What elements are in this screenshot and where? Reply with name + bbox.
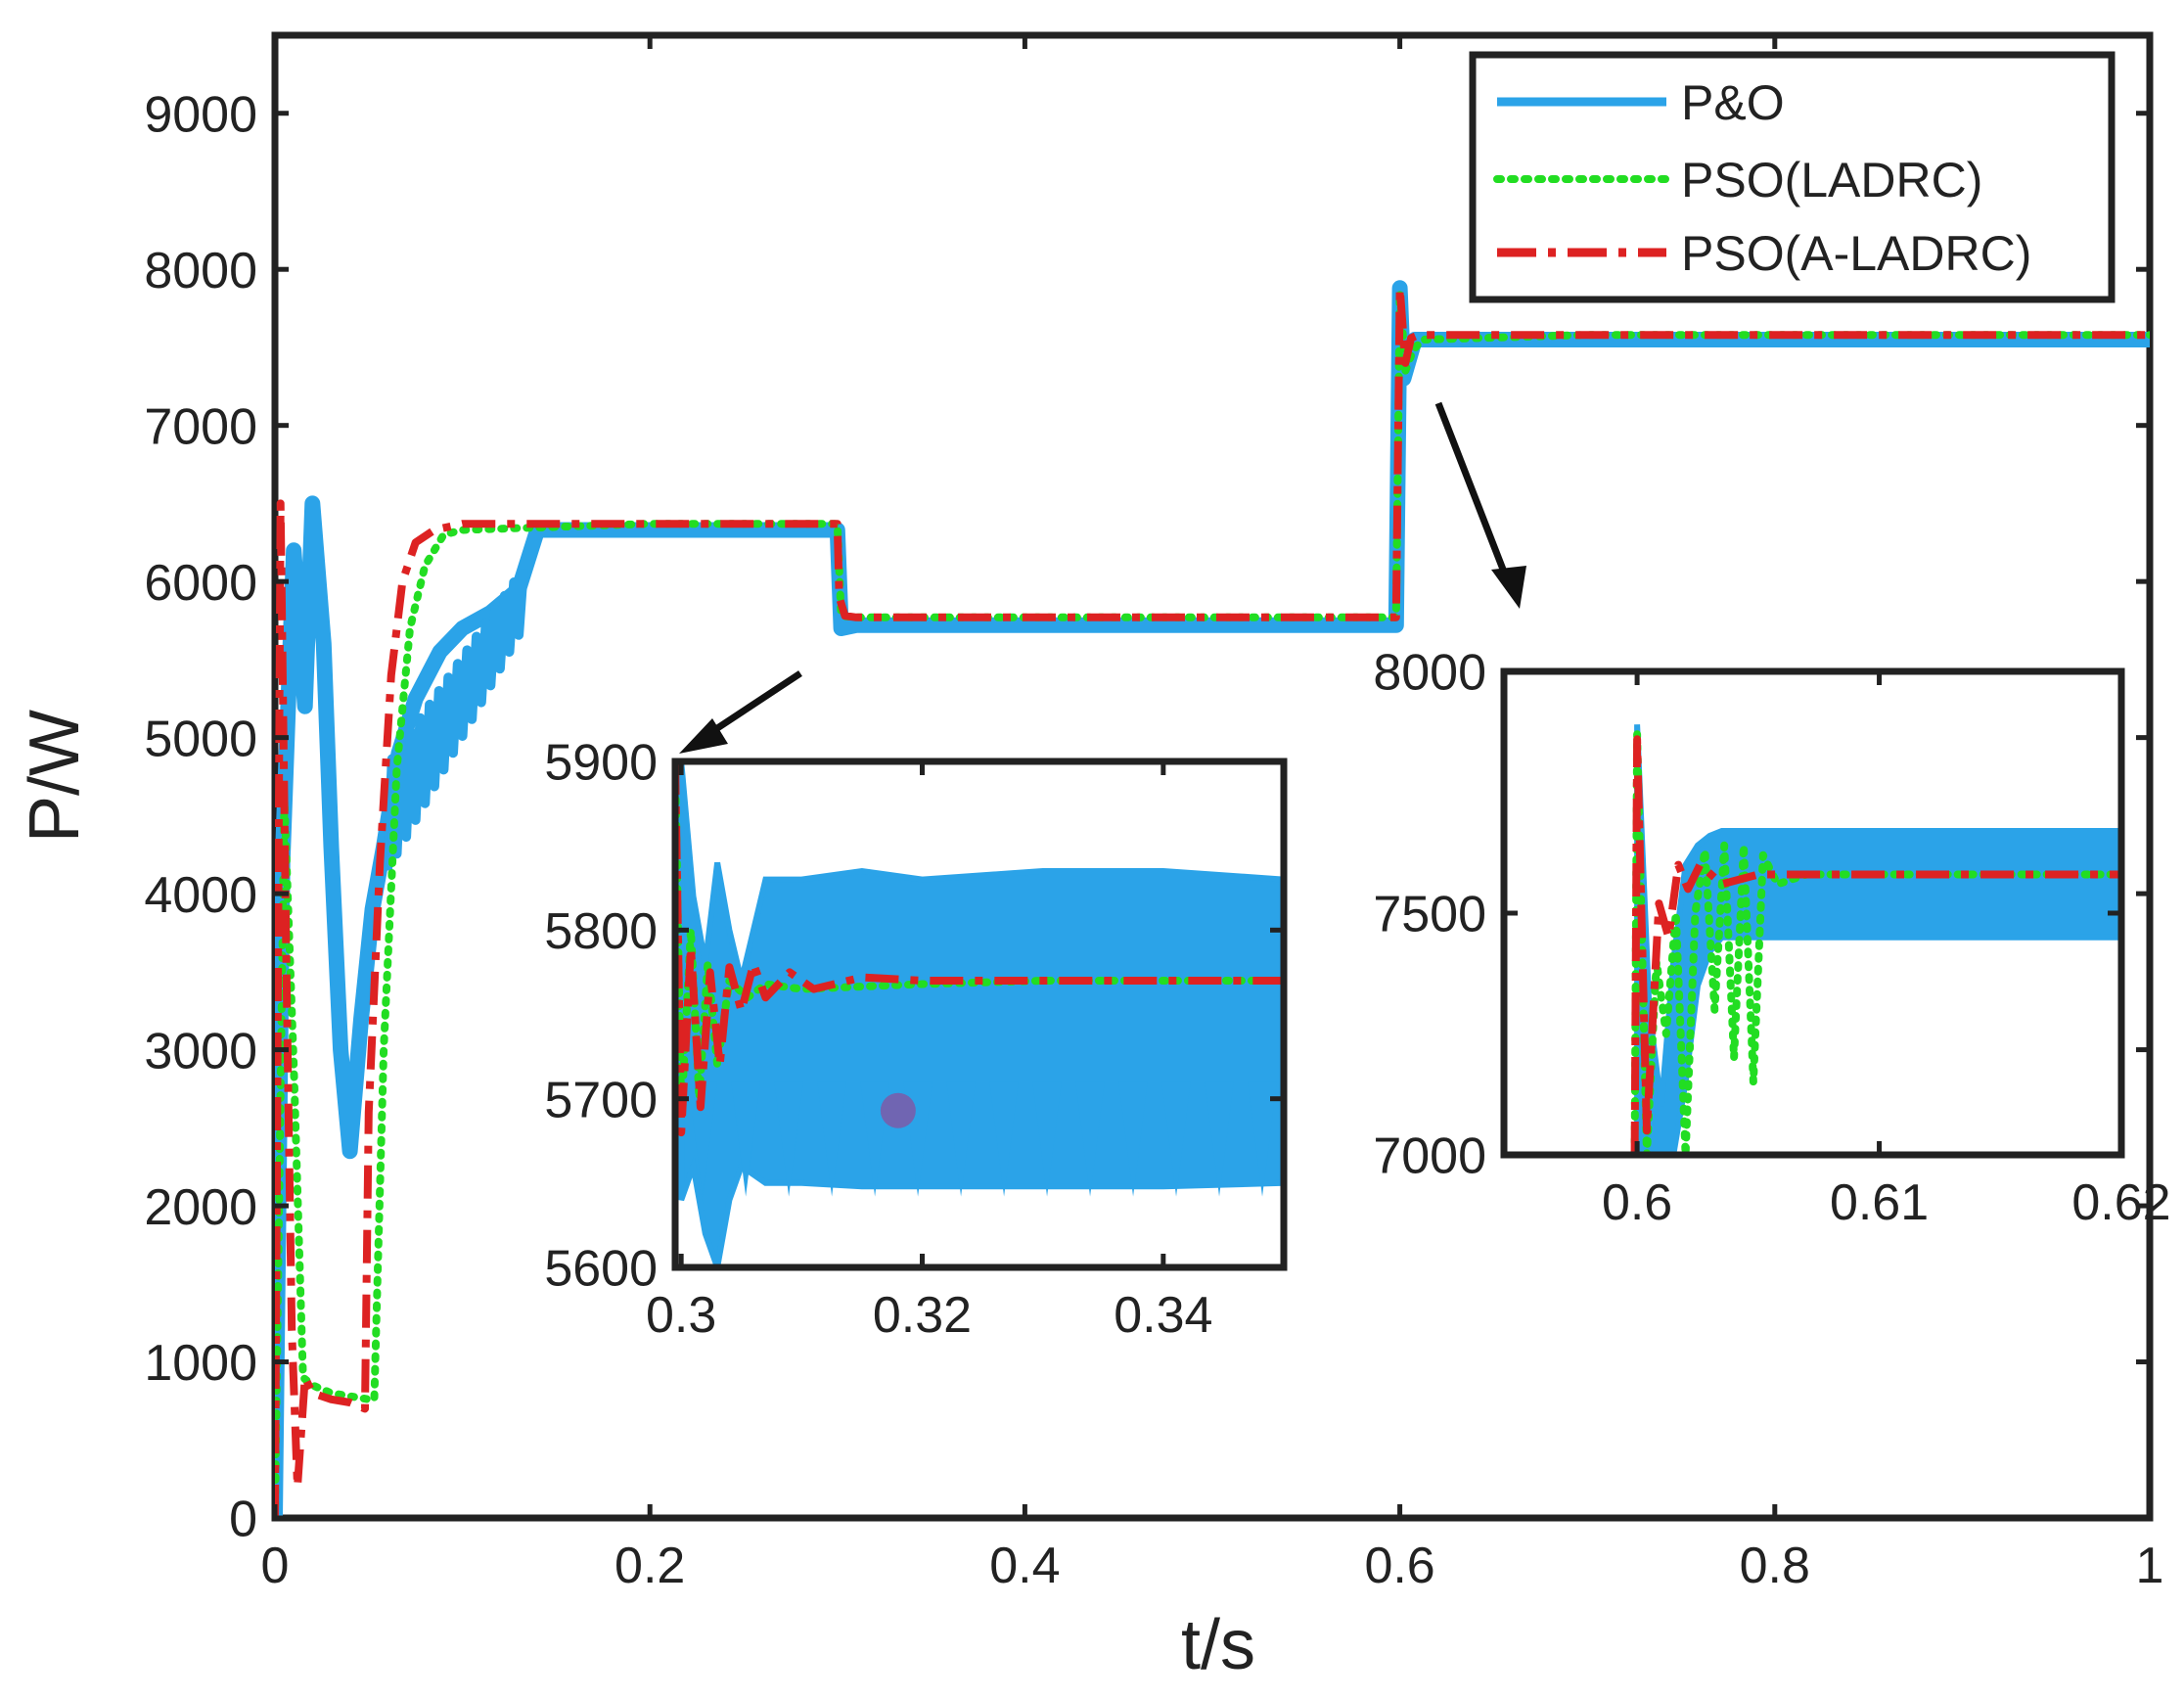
inset-1-line-pso-aladrc	[675, 761, 1284, 1137]
inset-2-ytick-label: 8000	[1373, 645, 1486, 702]
inset-1-xtick-label: 0.34	[1114, 1287, 1212, 1344]
inset-1-po-dip	[688, 1081, 717, 1197]
main-ytick-label: 1000	[144, 1335, 257, 1392]
inset-1-po-dip	[989, 1081, 1019, 1197]
main-plot-frame	[271, 31, 2154, 1522]
main-ytick-label: 7000	[144, 398, 257, 455]
inset-zoom-0.3: 0.3 0.32 0.34 5600 5700 5800 5900	[544, 735, 1288, 1344]
main-ytick-label: 5000	[144, 711, 257, 767]
inset-1-marker	[880, 1092, 916, 1128]
main-ytick-label: 9000	[144, 86, 257, 143]
arrow-to-inset-2	[1434, 401, 1511, 581]
inset-1-po-dip	[1032, 1081, 1062, 1197]
legend-label-pso-aladrc: PSO(A-LADRC)	[1681, 226, 2031, 281]
callout-arrows	[679, 401, 1526, 754]
inset-1-ytick-label: 5900	[544, 735, 658, 792]
inset-1-frame	[671, 758, 1288, 1271]
inset-1-po-dip	[1118, 1081, 1148, 1197]
main-ytick-label: 6000	[144, 555, 257, 612]
inset-1-ytick-label: 5800	[544, 903, 658, 960]
main-xtick-label: 0.8	[1740, 1538, 1810, 1594]
inset-2-xtick-label: 0.61	[1830, 1174, 1929, 1231]
arrowhead-inset-1	[679, 718, 728, 754]
inset-1-po-dip	[946, 1081, 976, 1197]
legend-label-po: P&O	[1681, 75, 1785, 130]
main-xtick-label: 0.2	[614, 1538, 685, 1594]
inset-2-ytick-label: 7000	[1373, 1128, 1486, 1185]
inset-2-xtick-label: 0.6	[1602, 1174, 1672, 1231]
line-po-ripple	[383, 568, 528, 871]
inset-1-po-dip	[817, 1081, 846, 1197]
inset-2-line-pso-aladrc	[1630, 735, 2121, 1155]
y-axis-label: P/W	[16, 710, 94, 843]
legend-label-pso-ladrc: PSO(LADRC)	[1681, 153, 1982, 207]
inset-1-po-dip	[1075, 1081, 1105, 1197]
main-ytick-label: 8000	[144, 243, 257, 299]
main-ytick-label: 0	[229, 1492, 257, 1548]
inset-1-po-dip	[731, 1081, 760, 1197]
x-axis-label: t/s	[1181, 1606, 1255, 1684]
inset-1-ytick-label: 5600	[544, 1241, 658, 1298]
legend: P&O PSO(LADRC) PSO(A-LADRC)	[1469, 51, 2116, 303]
arrowhead-inset-2	[1491, 566, 1526, 609]
main-ytick-label: 4000	[144, 867, 257, 924]
main-ytick-label: 2000	[144, 1179, 257, 1236]
inset-1-po-dip	[1205, 1081, 1234, 1197]
main-xtick-label: 1	[2136, 1538, 2164, 1594]
inset-1-po-dip	[1248, 1081, 1277, 1197]
inset-2-xtick-label: 0.62	[2071, 1174, 2170, 1231]
inset-zoom-0.6: 0.6 0.61 0.62 7000 7500 8000	[1373, 645, 2170, 1231]
main-xtick-label: 0.6	[1364, 1538, 1434, 1594]
main-xtick-label: 0	[261, 1538, 290, 1594]
arrow-to-inset-1	[701, 670, 802, 741]
inset-1-po-dip	[1161, 1081, 1191, 1197]
inset-1-xtick-label: 0.32	[873, 1287, 972, 1344]
inset-1-ytick-label: 5700	[544, 1072, 658, 1128]
inset-1-xtick-label: 0.3	[646, 1287, 716, 1344]
main-ytick-label: 3000	[144, 1023, 257, 1080]
main-plot-area: 0 0.2 0.4 0.6 0.8 1 0 1000 2000 3000 4000 5000 6000 7…	[144, 31, 2164, 1594]
inset-1-po-dip	[774, 1081, 803, 1197]
inset-2-ytick-label: 7500	[1373, 887, 1486, 943]
line-pso-aladrc	[275, 284, 2150, 1518]
main-xtick-label: 0.4	[989, 1538, 1060, 1594]
